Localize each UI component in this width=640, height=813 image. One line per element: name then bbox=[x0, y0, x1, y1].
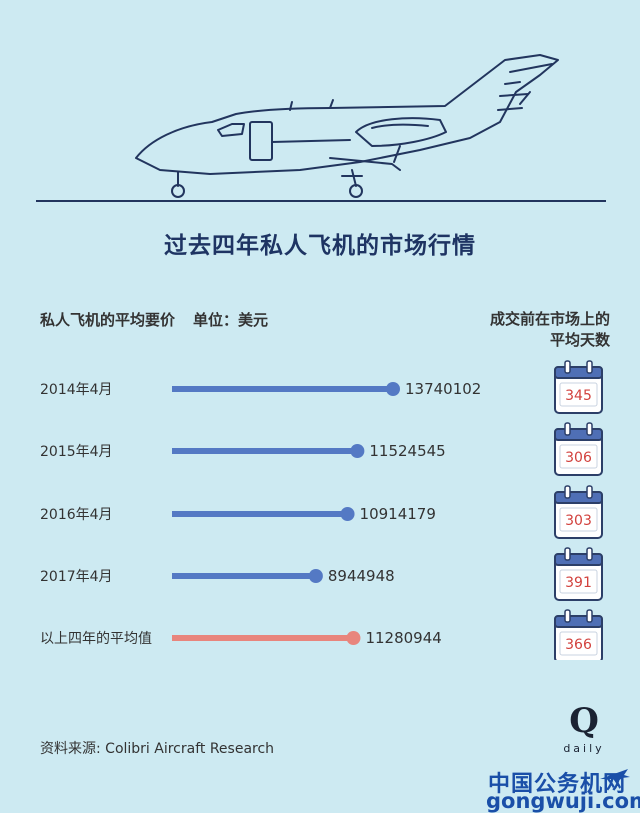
bar-chart: 2014年4月 13740102 345 2015年4月 11524545 306 2016… bbox=[40, 360, 603, 660]
bar bbox=[172, 635, 354, 641]
row-label: 2017年4月 bbox=[40, 569, 113, 585]
calendar-ring bbox=[564, 609, 571, 623]
calendar-header bbox=[554, 491, 603, 504]
chart-title: 过去四年私人飞机的市场行情 bbox=[164, 233, 476, 259]
row-label: 2014年4月 bbox=[40, 382, 113, 398]
days-on-market-value: 303 bbox=[565, 513, 592, 529]
qdaily-logo-mark: Q bbox=[569, 701, 599, 741]
watermark-cn: 中国公务机网 bbox=[488, 772, 627, 797]
row-label: 2015年4月 bbox=[40, 444, 113, 460]
calendar-ring bbox=[564, 360, 571, 374]
days-on-market-value: 391 bbox=[565, 575, 592, 591]
calendar-ring bbox=[564, 547, 571, 561]
calendar-header bbox=[554, 553, 603, 566]
calendar-inner-frame bbox=[559, 382, 598, 407]
bar bbox=[172, 448, 358, 454]
calendar-ring bbox=[564, 422, 571, 436]
bar-end-dot bbox=[350, 444, 365, 458]
ground-line bbox=[36, 200, 606, 202]
watermark-plane-icon bbox=[600, 769, 630, 783]
bar bbox=[172, 386, 393, 392]
value-label: 13740102 bbox=[405, 380, 481, 398]
bar-end-dot bbox=[308, 569, 323, 583]
source-note: 资料来源: Colibri Aircraft Research bbox=[40, 741, 275, 757]
calendar-header bbox=[554, 615, 603, 628]
days-header-line2: 平均天数 bbox=[549, 331, 610, 349]
calendar-header bbox=[554, 428, 603, 441]
value-label: 11280944 bbox=[365, 629, 441, 647]
right-header: 成交前在市场上的 平均天数 bbox=[490, 309, 610, 351]
unit-label: 单位：美元 bbox=[193, 311, 269, 329]
calendar-ring bbox=[564, 485, 571, 499]
bar bbox=[172, 573, 316, 579]
row-label: 以上四年的平均值 bbox=[40, 631, 152, 647]
calendar-header bbox=[554, 366, 603, 379]
bar-end-dot bbox=[346, 631, 361, 645]
value-label: 8944948 bbox=[328, 567, 395, 585]
days-on-market-value: 345 bbox=[565, 388, 592, 404]
days-on-market-value: 366 bbox=[565, 637, 592, 653]
calendar-inner-frame bbox=[559, 631, 598, 656]
metric-label: 私人飞机的平均要价 bbox=[40, 311, 176, 329]
calendar-ring bbox=[586, 360, 593, 374]
calendar-ring bbox=[586, 422, 593, 436]
value-label: 11524545 bbox=[369, 442, 445, 460]
calendar-inner-frame bbox=[559, 569, 598, 594]
bar-end-dot bbox=[340, 507, 355, 521]
bar-end-dot bbox=[386, 382, 400, 396]
calendar-ring bbox=[586, 609, 593, 623]
calendar-ring bbox=[586, 485, 593, 499]
calendar-inner-frame bbox=[559, 444, 598, 469]
row-label: 2016年4月 bbox=[40, 507, 113, 523]
calendar-ring bbox=[586, 547, 593, 561]
days-header-line1: 成交前在市场上的 bbox=[489, 310, 610, 328]
watermark-en: gongwuji.com bbox=[486, 789, 640, 813]
left-header: 私人飞机的平均要价 单位：美元 bbox=[40, 309, 268, 330]
days-on-market-value: 306 bbox=[565, 450, 592, 466]
calendar-inner-frame bbox=[559, 507, 598, 532]
airplane-icon bbox=[135, 54, 559, 198]
bar bbox=[172, 511, 348, 517]
qdaily-logo-word: daily bbox=[563, 742, 605, 755]
value-label: 10914179 bbox=[360, 505, 436, 523]
